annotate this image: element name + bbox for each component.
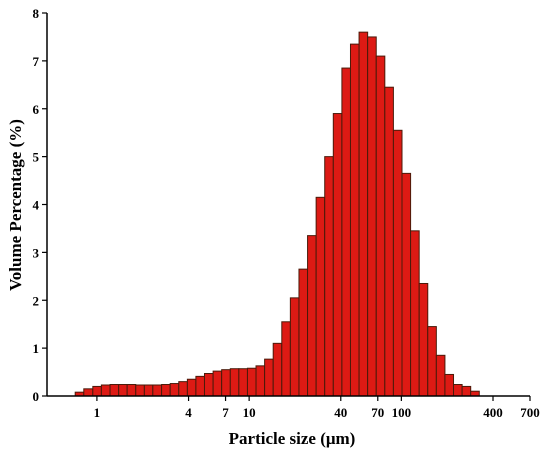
y-tick-label: 1: [33, 341, 40, 356]
bar: [367, 36, 377, 397]
bar: [152, 384, 163, 397]
bar: [341, 67, 351, 397]
y-tick-label: 2: [33, 293, 40, 308]
y-axis-title: Volume Percentage (%): [6, 119, 25, 291]
bar: [401, 172, 412, 397]
bar: [289, 297, 300, 397]
bar: [332, 113, 343, 397]
x-tick-label: 40: [334, 405, 347, 420]
bar: [324, 156, 334, 397]
bar: [109, 384, 120, 397]
bar: [126, 384, 137, 397]
y-tick-label: 4: [33, 198, 40, 213]
bar: [229, 368, 240, 397]
bar: [427, 326, 437, 397]
bar: [384, 86, 394, 397]
x-tick-label: 100: [392, 405, 412, 420]
x-tick-label: 10: [243, 405, 256, 420]
bar: [178, 381, 188, 397]
bar: [169, 383, 180, 397]
y-tick-label: 3: [33, 245, 40, 260]
x-tick-label: 400: [483, 405, 503, 420]
x-axis-title: Particle size (μm): [229, 429, 356, 448]
bars-layer: [74, 31, 480, 397]
y-tick-label: 0: [33, 389, 40, 404]
bar: [135, 384, 145, 397]
bar: [264, 358, 274, 397]
bar: [307, 235, 317, 397]
bar: [281, 321, 291, 397]
y-tick-label: 6: [33, 102, 40, 117]
bar: [410, 230, 420, 397]
bar: [100, 384, 111, 397]
y-tick-label: 7: [33, 54, 40, 69]
bar: [161, 384, 171, 397]
x-tick-label: 700: [520, 405, 540, 420]
bar: [143, 384, 154, 397]
bar: [418, 282, 429, 397]
bar: [118, 384, 128, 397]
bar: [444, 373, 455, 397]
bar: [221, 369, 231, 397]
bar: [186, 378, 197, 397]
bar: [461, 385, 472, 397]
bar: [453, 384, 463, 397]
bar: [255, 365, 266, 397]
bar: [349, 43, 360, 397]
x-tick-label: 4: [185, 405, 192, 420]
bar: [435, 354, 446, 397]
bar: [92, 385, 102, 397]
bar: [358, 31, 369, 397]
bar: [392, 129, 403, 397]
bar: [272, 342, 283, 397]
y-tick-label: 8: [33, 6, 40, 21]
x-tick-label: 1: [94, 405, 101, 420]
bar: [203, 373, 214, 397]
bar: [375, 55, 386, 397]
ticks-layer: 1 4 7 10 40 70 100 400 700 0 1 2 3 4 5 6 7 8: [33, 6, 540, 420]
bar: [315, 196, 326, 397]
y-tick-label: 5: [33, 150, 40, 165]
bar: [212, 370, 223, 397]
x-tick-label: 7: [222, 405, 229, 420]
bar: [83, 388, 94, 397]
x-tick-label: 70: [371, 405, 384, 420]
bar: [298, 268, 309, 397]
bar: [195, 375, 205, 397]
bar: [238, 368, 248, 397]
bar: [246, 367, 257, 397]
